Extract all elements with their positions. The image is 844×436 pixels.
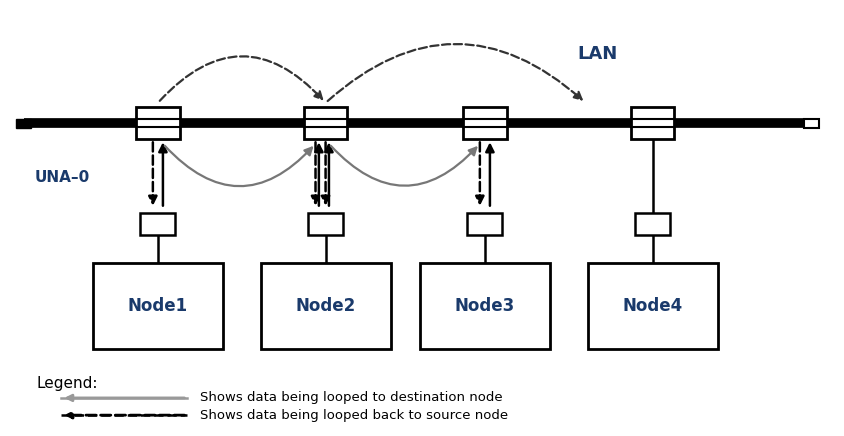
Text: Node4: Node4 bbox=[622, 297, 683, 315]
Bar bbox=[136, 107, 180, 140]
Text: Node3: Node3 bbox=[455, 297, 515, 315]
Bar bbox=[468, 213, 502, 235]
Bar bbox=[93, 263, 223, 349]
Bar bbox=[635, 213, 670, 235]
Text: Shows data being looped back to source node: Shows data being looped back to source n… bbox=[200, 409, 508, 422]
Bar bbox=[16, 119, 31, 128]
Text: Node1: Node1 bbox=[127, 297, 188, 315]
FancyArrowPatch shape bbox=[165, 146, 312, 186]
Text: Legend:: Legend: bbox=[36, 376, 98, 391]
Text: Node2: Node2 bbox=[295, 297, 355, 315]
Bar bbox=[304, 107, 348, 140]
Bar bbox=[463, 107, 506, 140]
Bar bbox=[261, 263, 391, 349]
Bar bbox=[308, 213, 344, 235]
FancyArrowPatch shape bbox=[331, 146, 476, 186]
Bar bbox=[420, 263, 549, 349]
Text: LAN: LAN bbox=[577, 45, 617, 63]
Bar bbox=[587, 263, 717, 349]
FancyArrowPatch shape bbox=[160, 56, 322, 101]
FancyArrowPatch shape bbox=[327, 44, 582, 101]
Bar bbox=[140, 213, 176, 235]
Bar bbox=[630, 107, 674, 140]
Text: UNA–0: UNA–0 bbox=[35, 170, 90, 184]
Bar bbox=[804, 119, 820, 128]
Text: Shows data being looped to destination node: Shows data being looped to destination n… bbox=[200, 392, 502, 405]
